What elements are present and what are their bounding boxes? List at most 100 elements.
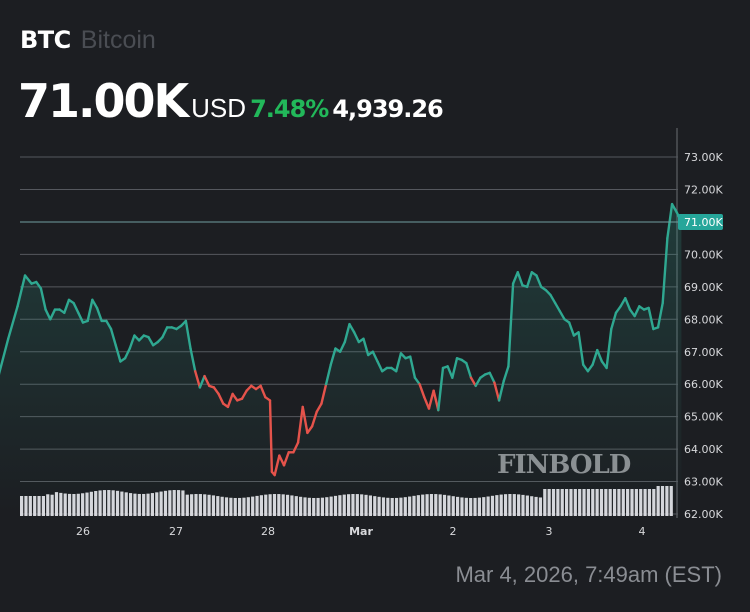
price-line-segment: [114, 344, 122, 363]
price-line-segment: [488, 371, 496, 384]
price-line-segment: [661, 236, 669, 305]
price-line-segment: [465, 361, 473, 379]
price-line-segment: [324, 363, 332, 386]
x-tick-label: 27: [169, 525, 183, 538]
price-line-segment: [376, 360, 384, 373]
price-line-segment: [123, 347, 131, 360]
y-tick-label: 69.00K: [684, 281, 723, 294]
price-line-segment: [352, 331, 361, 344]
price-line-segment: [16, 274, 27, 308]
y-tick-label: 62.00K: [684, 508, 723, 521]
price-row: 71.00K USD 7.48% 4,939.26: [18, 74, 444, 128]
price-line-segment: [49, 308, 57, 321]
price-line-segment: [315, 402, 323, 413]
price-line-segment: [77, 311, 85, 324]
price-line-segment: [310, 410, 318, 428]
price-line-segment: [591, 348, 599, 366]
price-line-segment: [502, 365, 510, 383]
currency-label: USD: [191, 93, 247, 123]
x-tick-label: Mar: [349, 525, 373, 538]
asset-title: BTC Bitcoin: [20, 26, 156, 55]
y-tick-label: 67.00K: [684, 346, 723, 359]
price-line-segment: [203, 374, 211, 388]
price-line-segment: [413, 376, 421, 386]
price-line-segment: [301, 405, 309, 435]
price-line-segment: [184, 319, 192, 350]
price-line-segment: [474, 376, 482, 388]
price-line-segment: [268, 399, 274, 474]
price-line-segment: [525, 271, 533, 289]
price-line-segment: [409, 355, 417, 379]
price-line-segment: [553, 301, 562, 313]
price-line-segment: [577, 331, 585, 366]
y-tick-label: 66.00K: [684, 378, 723, 391]
price-line-segment: [320, 383, 328, 405]
price-line-segment: [273, 454, 281, 477]
price-line-segment: [105, 319, 113, 331]
price-line-segment: [666, 202, 674, 240]
price-line-segment: [329, 347, 337, 366]
y-tick-label: 65.00K: [684, 411, 723, 424]
y-tick-label: 64.00K: [684, 443, 723, 456]
price-line-segment: [497, 379, 505, 402]
price-line-segment: [437, 366, 445, 412]
price-line-segment: [198, 374, 206, 389]
price-line-segment: [670, 202, 678, 214]
y-tick-label: 68.00K: [684, 313, 723, 326]
price-line-segment: [95, 306, 103, 323]
price-line-segment: [549, 293, 557, 305]
price-line-segment: [586, 363, 594, 373]
price-line-segment: [72, 301, 80, 315]
price-line-segment: [217, 392, 225, 405]
price-line-segment: [282, 451, 290, 467]
price-line-segment: [610, 311, 618, 331]
price-line-segment: [338, 340, 346, 353]
price-line-segment: [427, 389, 435, 410]
price-line-segment: [193, 370, 202, 389]
price-line-segment: [395, 352, 403, 373]
price-line-segment: [278, 454, 286, 467]
price-line-segment: [568, 321, 576, 337]
price-line-segment: [371, 350, 379, 363]
price-line-segment: [39, 287, 47, 311]
price-line-segment: [423, 395, 431, 410]
price-line-segment: [516, 271, 524, 287]
current-price-badge: [678, 213, 723, 230]
timestamp: Mar 4, 2026, 7:49am (EST): [455, 562, 722, 587]
price-line-segment: [605, 327, 613, 370]
x-tick-label: 3: [546, 525, 553, 538]
price-line-segment: [292, 441, 300, 454]
price-line-segment: [226, 392, 234, 409]
price-line-segment: [189, 347, 197, 373]
price-line-segment: [91, 298, 99, 310]
price-line-segment: [231, 392, 239, 402]
x-tick-label: 28: [261, 525, 275, 538]
price-line-segment: [535, 274, 543, 289]
price-line-segment: [343, 322, 351, 344]
current-price: 71.00K: [18, 74, 189, 128]
y-tick-label: 73.00K: [684, 151, 723, 164]
price-line-segment: [44, 308, 52, 321]
price-line-segment: [0, 337, 10, 375]
y-tick-label: 70.00K: [684, 248, 723, 261]
price-line-segment: [493, 381, 501, 402]
price-line-segment: [63, 298, 71, 315]
price-line-segment: [86, 298, 94, 323]
price-line-segment: [306, 425, 314, 435]
x-tick-label: 4: [639, 525, 646, 538]
price-line-segment: [212, 386, 220, 396]
current-price-tag: 71.00K: [684, 216, 723, 229]
price-line-segment: [633, 305, 641, 318]
asset-symbol: BTC: [20, 26, 71, 54]
price-line-segment: [348, 322, 356, 334]
x-tick-label: 2: [450, 525, 457, 538]
price-line-segment: [6, 305, 19, 340]
y-tick-label: 72.00K: [684, 184, 723, 197]
change-absolute: 4,939.26: [332, 95, 443, 123]
x-tick-label: 26: [76, 525, 90, 538]
price-line-segment: [259, 384, 267, 399]
price-line-segment: [296, 405, 304, 444]
change-percent: 7.48%: [250, 95, 329, 123]
price-line-segment: [596, 348, 604, 363]
